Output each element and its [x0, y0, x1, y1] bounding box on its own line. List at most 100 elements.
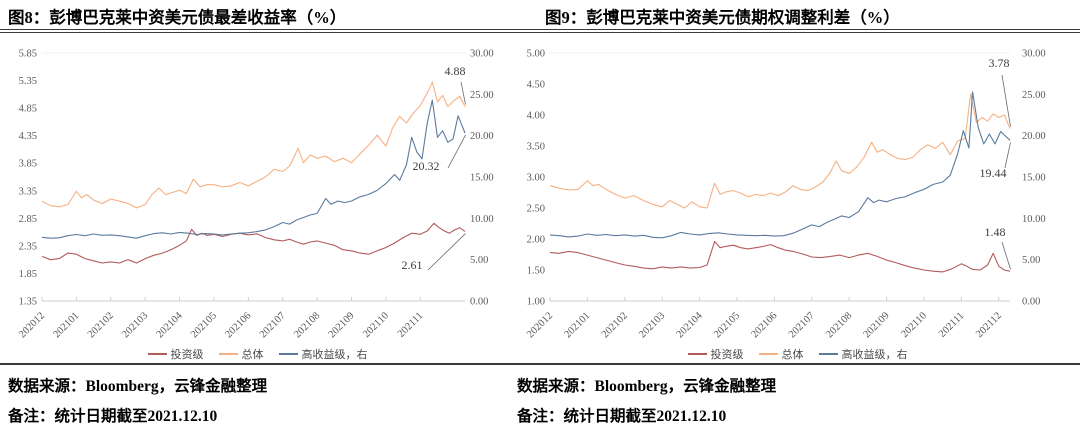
left-axis-tick-label: 2.50	[527, 204, 545, 215]
x-tick-label: 202109	[327, 310, 357, 340]
series-line-0	[41, 222, 466, 264]
left-axis-tick-label: 3.85	[19, 159, 37, 170]
left-axis-tick-label: 5.00	[527, 49, 545, 60]
annotation-label: 1.48	[985, 225, 1006, 239]
right-axis-tick-label: 30.00	[470, 49, 494, 60]
right-axis-tick-label: 0.00	[1022, 297, 1040, 308]
chart9-legend: 投资级 总体 高收益级，右	[515, 346, 1080, 362]
annotation-leader-line	[460, 81, 466, 105]
right-axis-tick-label: 10.00	[470, 214, 494, 225]
annotation-leader-line	[1001, 241, 1011, 270]
charts-area: 202012 202101 202102 202103 202104 202105 2021…	[0, 33, 1080, 363]
right-axis-tick-label: 25.00	[470, 90, 494, 101]
x-tick-label: 202107	[787, 310, 817, 340]
legend-label: 投资级	[170, 349, 204, 361]
x-tick-label: 202012	[525, 310, 555, 340]
x-tick-label: 202103	[637, 310, 667, 340]
x-tick-label: 202111	[396, 310, 426, 340]
x-tick-label: 202109	[862, 310, 892, 340]
annotation-leader-line	[1004, 142, 1011, 169]
x-tick-label: 202110	[361, 310, 391, 340]
annotation-label: 19.44	[980, 166, 1007, 180]
right-axis-tick-label: 5.00	[470, 255, 488, 266]
series-line-2	[549, 91, 1011, 239]
legend-label: 总体	[241, 349, 264, 361]
x-tick-label: 202111	[937, 310, 967, 340]
chart8-legend: 投资级 总体 高收益级，右	[0, 346, 515, 362]
x-tick-label: 202101	[562, 310, 592, 340]
chart8-source: 数据来源：Bloomberg，云锋金融整理	[8, 378, 268, 395]
line-charts-canvas: 202012 202101 202102 202103 202104 202105 2021…	[17, 49, 1046, 341]
left-axis-tick-label: 4.35	[19, 131, 37, 142]
left-axis-tick-label: 3.35	[19, 186, 37, 197]
x-tick-label: 202106	[749, 310, 779, 340]
right-axis-tick-label: 15.00	[1022, 173, 1046, 184]
annotation-label: 20.32	[413, 159, 440, 173]
legend-line-swatch	[218, 353, 238, 355]
right-axis-tick-label: 15.00	[470, 173, 494, 184]
chart8-footer: 数据来源：Bloomberg，云锋金融整理 备注：统计日期截至2021.12.1…	[0, 365, 515, 426]
left-axis-tick-label: 3.50	[527, 142, 545, 153]
annotation-label: 2.61	[402, 258, 423, 272]
x-tick-label: 202104	[675, 310, 706, 341]
right-axis-tick-label: 25.00	[1022, 90, 1046, 101]
legend-line-swatch	[687, 353, 707, 355]
left-axis-tick-label: 3.00	[527, 173, 545, 184]
legend-label: 高收益级，右	[841, 349, 908, 361]
x-tick-label: 202103	[120, 310, 150, 340]
legend-line-swatch	[278, 353, 298, 355]
legend-item: 投资级	[147, 346, 204, 362]
left-axis-tick-label: 1.00	[527, 297, 545, 308]
legend-line-swatch	[147, 353, 167, 355]
left-axis-tick-label: 2.85	[19, 214, 37, 225]
legend-label: 总体	[781, 349, 804, 361]
footer-row: 数据来源：Bloomberg，云锋金融整理 备注：统计日期截至2021.12.1…	[0, 365, 1080, 426]
right-axis-tick-label: 20.00	[470, 131, 494, 142]
chart8-note: 备注：统计日期截至2021.12.10	[8, 408, 218, 425]
x-tick-label: 202110	[899, 310, 929, 340]
legend-item: 总体	[758, 346, 804, 362]
chart9-footer: 数据来源：Bloomberg，云锋金融整理 备注：统计日期截至2021.12.1…	[515, 365, 1080, 426]
chart9-title: 图9：彭博巴克莱中资美元债期权调整利差（%）	[545, 8, 900, 27]
x-tick-label: 202106	[223, 310, 253, 340]
series-line-2	[41, 99, 466, 239]
footer-rule	[0, 363, 1080, 365]
annotation-label: 4.88	[445, 64, 466, 78]
legend-item: 高收益级，右	[818, 346, 908, 362]
series-line-1	[549, 93, 1011, 209]
x-tick-label: 202105	[189, 310, 219, 340]
chart9-source: 数据来源：Bloomberg，云锋金融整理	[517, 378, 777, 395]
x-tick-label: 202108	[824, 310, 854, 340]
right-axis-tick-label: 20.00	[1022, 131, 1046, 142]
annotation-label: 3.78	[989, 56, 1010, 70]
left-axis-tick-label: 2.35	[19, 241, 37, 252]
legend-item: 高收益级，右	[278, 346, 368, 362]
left-axis-tick-label: 1.35	[19, 297, 37, 308]
right-axis-tick-label: 5.00	[1022, 255, 1040, 266]
right-axis-tick-label: 30.00	[1022, 49, 1046, 60]
x-tick-label: 202108	[292, 310, 322, 340]
x-tick-label: 202102	[86, 310, 116, 340]
legend-line-swatch	[758, 353, 778, 355]
right-axis-tick-label: 10.00	[1022, 214, 1046, 225]
chart9-note: 备注：统计日期截至2021.12.10	[517, 408, 727, 425]
legend-label: 高收益级，右	[301, 349, 368, 361]
annotation-leader-line	[1001, 74, 1011, 127]
left-axis-tick-label: 4.50	[527, 80, 545, 91]
left-axis-tick-label: 2.00	[527, 235, 545, 246]
x-tick-label: 202102	[600, 310, 630, 340]
legend-label: 投资级	[710, 349, 744, 361]
left-axis-tick-label: 4.00	[527, 111, 545, 122]
series-line-0	[549, 240, 1011, 273]
legend-item: 总体	[218, 346, 264, 362]
header-rule	[0, 29, 1080, 33]
chart8-title: 图8：彭博巴克莱中资美元债最差收益率（%）	[8, 8, 347, 27]
left-axis-tick-label: 5.35	[19, 76, 37, 87]
left-axis-tick-label: 1.50	[527, 266, 545, 277]
x-tick-label: 202012	[17, 310, 47, 340]
x-tick-label: 202104	[155, 310, 186, 341]
legend-line-swatch	[818, 353, 838, 355]
x-tick-label: 202101	[51, 310, 81, 340]
annotation-leader-line	[427, 233, 466, 271]
